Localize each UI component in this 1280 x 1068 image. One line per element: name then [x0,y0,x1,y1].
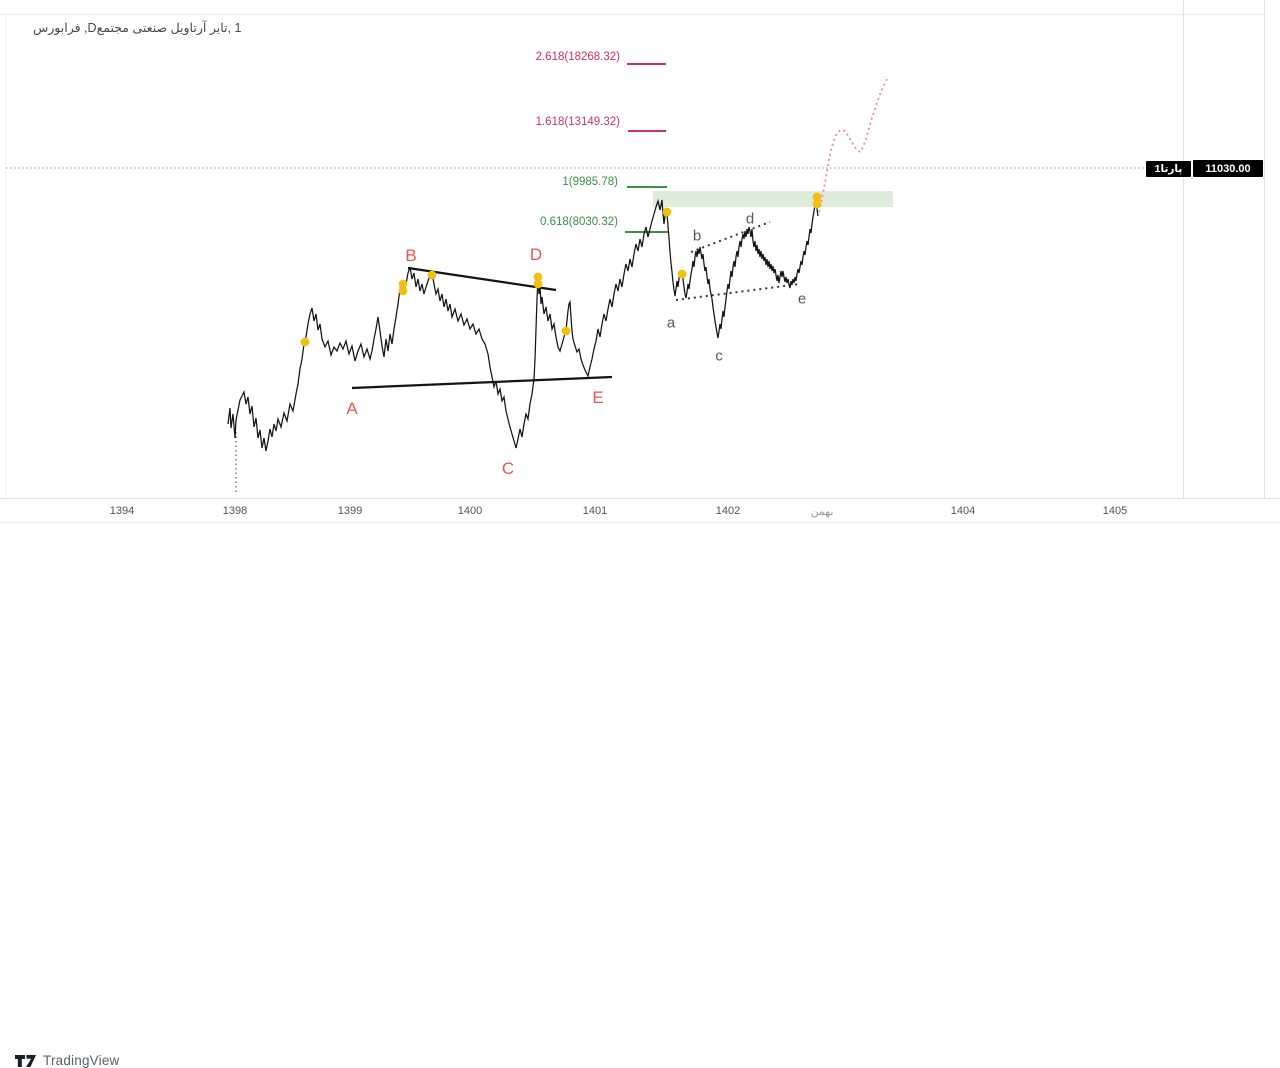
wave-label-b[interactable]: b [692,227,702,245]
time-scale-bottom-border [0,522,1280,523]
signal-marker-7[interactable] [662,207,672,217]
wave-label-c[interactable]: c [715,347,723,365]
signal-marker-4[interactable] [533,272,543,282]
time-tick-1404: 1404 [950,505,976,517]
forecast-projection-line[interactable] [818,78,888,213]
A-E-line[interactable] [351,375,613,390]
wave-label-A[interactable]: A [346,399,358,418]
time-tick-1398: 1398 [222,505,248,517]
signal-marker-2[interactable] [398,286,408,296]
pane-top-border [0,14,1264,15]
legend-description-w4: تایر [209,21,228,35]
tradingview-logo-link[interactable]: TradingView [14,1053,120,1068]
signal-marker-9[interactable] [812,192,822,202]
legend-suffix: , 1 [227,21,242,35]
signal-marker-5[interactable] [533,279,543,289]
chart-left-border [5,14,6,498]
signal-marker-8[interactable] [677,269,687,279]
price-scale-border [1183,0,1184,498]
footer: TradingView [0,523,1280,1068]
wave-label-e[interactable]: e [797,290,807,308]
fib-level-label-1[interactable]: 1(9985.78) [562,176,618,188]
wave-label-C[interactable]: C [501,459,515,478]
symbol-legend[interactable]: فرابورس ,D مجتمع صنعتی آرتاویل تایر, 1 [33,20,241,36]
fib-level-label-1.618[interactable]: 1.618(13149.32) [535,116,620,128]
legend-description-w3: آرتاویل [170,21,210,35]
fib-level-label-0.618[interactable]: 0.618(8030.32) [539,216,618,228]
last-price-value-flag: 11030.00 [1193,160,1263,177]
a-e-line[interactable] [675,283,801,301]
time-tick-1399: 1399 [337,505,363,517]
wave-label-d[interactable]: d [745,210,755,228]
legend-description-w2: صنعتی [132,21,171,35]
time-tick-1400: 1400 [457,505,483,517]
time-scale-top-border [0,498,1280,499]
chart-canvas[interactable] [0,0,1280,557]
time-tick-1401: 1401 [582,505,608,517]
wave-label-a[interactable]: a [666,314,676,332]
b-d-line[interactable] [690,221,771,253]
signal-marker-1[interactable] [398,279,408,289]
signal-marker-3[interactable] [427,270,437,280]
tradingview-logo-icon [15,1055,36,1067]
time-tick-1405: 1405 [1102,505,1128,517]
time-tick-بهمن: بهمن [810,506,834,518]
time-tick-1394: 1394 [109,505,135,517]
wave-label-E[interactable]: E [592,388,604,407]
signal-marker-0[interactable] [300,337,310,347]
signal-marker-6[interactable] [561,326,571,336]
target-zone[interactable] [653,191,893,207]
fib-level-label-2.618[interactable]: 2.618(18268.32) [535,51,620,63]
price-line-series [227,198,819,452]
wave-label-D[interactable]: D [529,245,543,264]
wave-label-B[interactable]: B [405,246,417,265]
last-price-symbol-flag: پارتا1 [1146,161,1191,177]
time-scale[interactable]: 1394 1398 1399 1400 1401 1402 بهمن 1404 1405 [0,498,1280,523]
legend-description-w1: مجتمع [96,21,133,35]
signal-marker-10[interactable] [812,199,822,209]
right-edge-border [1264,0,1265,523]
time-tick-1402: 1402 [715,505,741,517]
legend-exchange: فرابورس [33,21,81,35]
legend-interval: ,D [80,21,97,35]
tradingview-logo-text: TradingView [43,1053,120,1068]
price-scale[interactable]: 24000.0020000.0016000.0013000.009000.007… [1183,0,1264,498]
